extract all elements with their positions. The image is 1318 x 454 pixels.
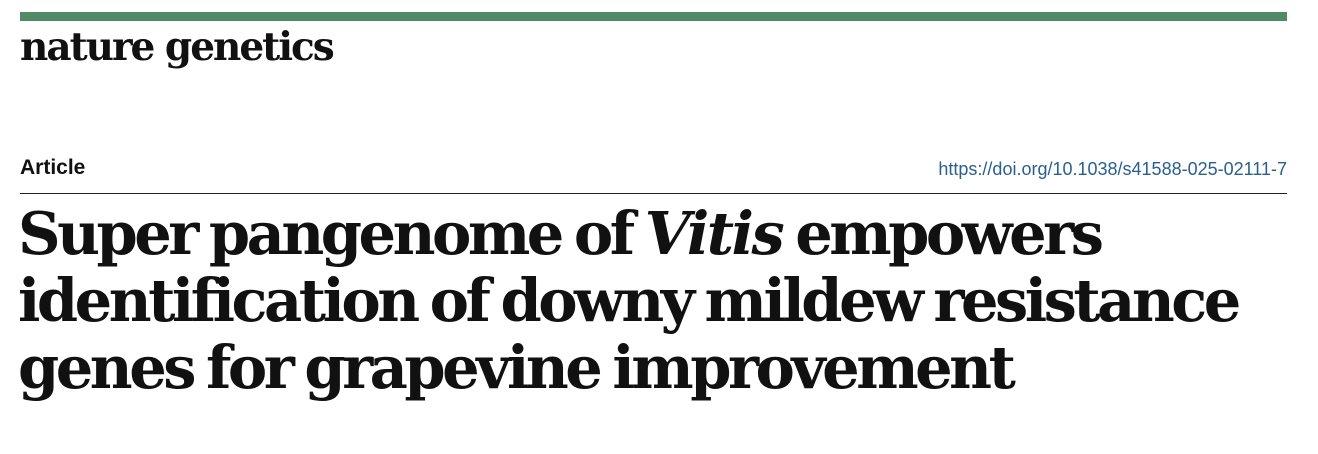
doi-link[interactable]: https://doi.org/10.1038/s41588-025-02111… [938,159,1287,179]
title-line-1: Super pangenome of Vitis empowers [18,200,1298,267]
header-divider [20,193,1287,194]
journal-brand-bar [20,12,1287,21]
journal-logo[interactable]: nature genetics [20,24,335,70]
article-type-label: Article [20,156,86,179]
title-genus-name: Vitis [644,199,785,268]
title-line-1-start: Super pangenome of [18,199,645,268]
title-line-1-end: empowers [782,199,1104,268]
title-line-3: genes for grapevine improvement [18,333,1016,402]
article-title: Super pangenome of Vitis empowers identi… [18,200,1298,401]
title-line-2: identification of downy mildew resistanc… [18,266,1241,335]
